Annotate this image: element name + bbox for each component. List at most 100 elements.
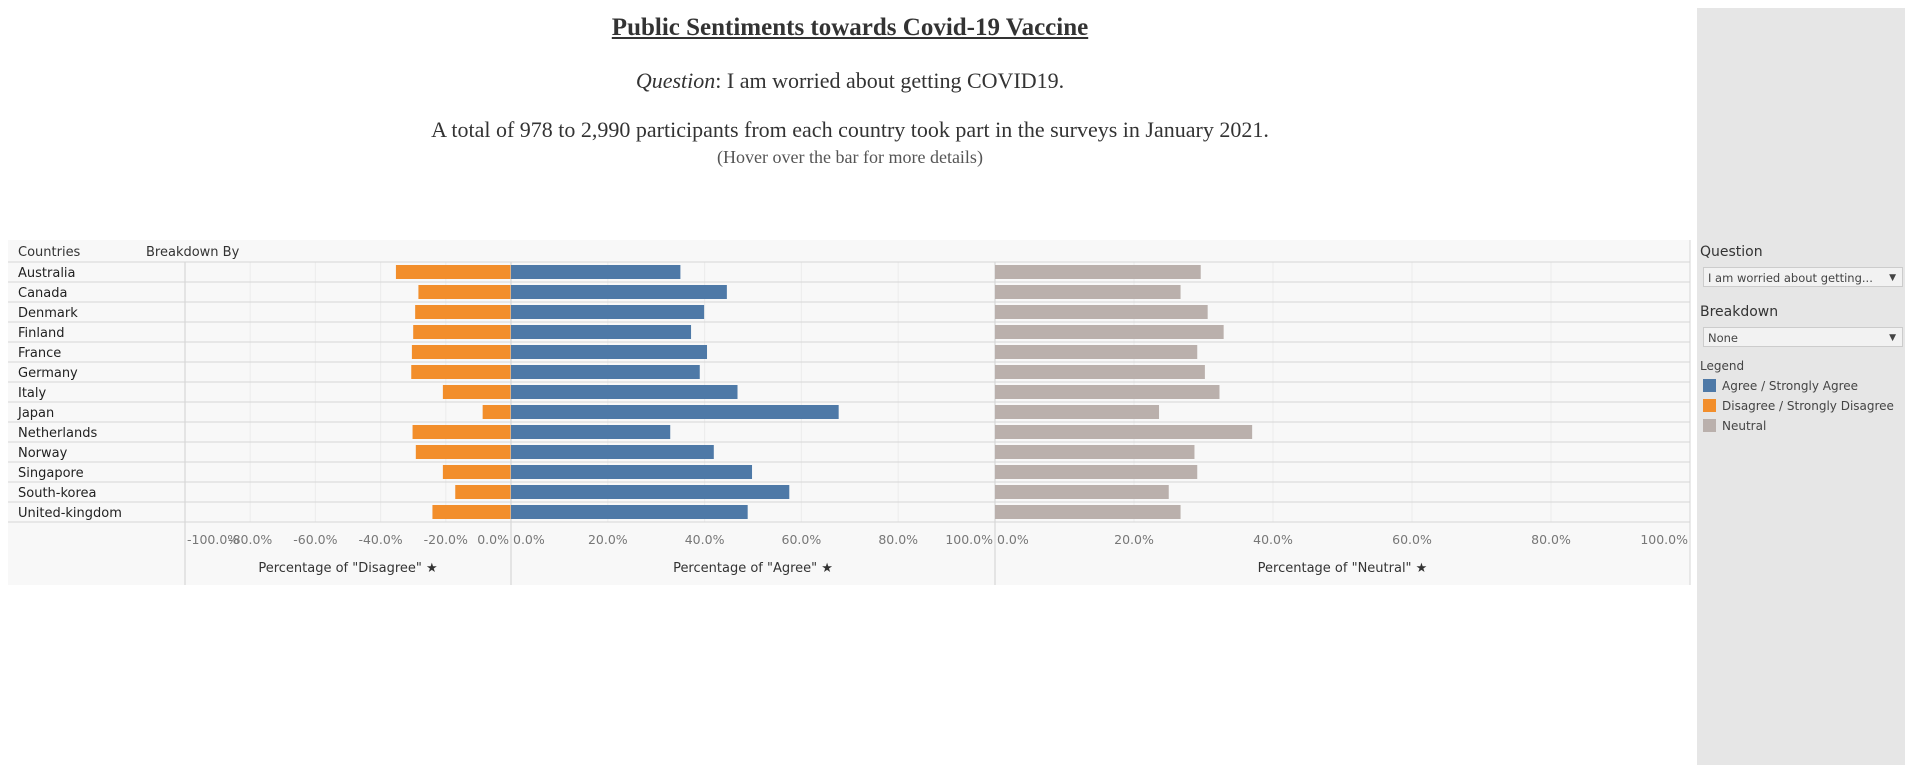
bar-disagree-germany (411, 365, 511, 379)
tick-label: 20.0% (1114, 532, 1154, 547)
country-label: South-korea (18, 486, 97, 501)
bar-neutral-denmark (995, 305, 1208, 319)
dropdown-arrow-icon: ▼ (1889, 273, 1896, 283)
tick-label: -60.0% (293, 532, 337, 547)
tick-label: 60.0% (1392, 532, 1432, 547)
bar-neutral-south-korea (995, 485, 1169, 499)
bar-agree-italy (511, 385, 738, 399)
bar-disagree-finland (413, 325, 511, 339)
bar-agree-south-korea (511, 485, 790, 499)
bar-agree-finland (511, 325, 692, 339)
question-label: Question (635, 68, 716, 93)
bar-agree-netherlands (511, 425, 671, 439)
bar-disagree-south-korea (455, 485, 511, 499)
bar-disagree-australia (395, 265, 511, 279)
country-label: Norway (18, 446, 68, 461)
bar-agree-norway (511, 445, 714, 459)
breakdown-dropdown-value: None (1708, 331, 1739, 345)
legend-item-disagree[interactable]: Disagree / Strongly Disagree (1703, 399, 1894, 413)
legend-label: Agree / Strongly Agree (1722, 379, 1859, 393)
bar-agree-singapore (511, 465, 753, 479)
tick-label: -40.0% (358, 532, 402, 547)
country-label: Germany (18, 366, 78, 381)
bar-disagree-canada (418, 285, 511, 299)
bar-neutral-netherlands (995, 425, 1253, 439)
participants-note: A total of 978 to 2,990 participants fro… (431, 117, 1269, 142)
country-label: Denmark (18, 306, 78, 321)
sidebar: Question I am worried about getting... ▼ … (1697, 8, 1905, 765)
bar-disagree-france (411, 345, 511, 359)
tick-label: -100.0% (187, 532, 239, 547)
bar-disagree-norway (415, 445, 511, 459)
axis-title: Percentage of "Agree" ★ (673, 561, 833, 576)
question-text: : I am worried about getting COVID19. (715, 68, 1065, 93)
tick-label: 40.0% (685, 532, 725, 547)
breakdown-dropdown[interactable]: None ▼ (1703, 327, 1903, 347)
country-label: Japan (17, 406, 54, 421)
country-label: Canada (18, 286, 67, 301)
question-dropdown[interactable]: I am worried about getting... ▼ (1703, 267, 1903, 287)
hover-hint: (Hover over the bar for more details) (717, 147, 983, 167)
bar-neutral-italy (995, 385, 1220, 399)
country-label: Italy (18, 386, 47, 401)
country-label: Netherlands (18, 426, 97, 441)
bar-agree-denmark (511, 305, 705, 319)
tick-label: 0.0% (477, 532, 509, 547)
dropdown-arrow-icon: ▼ (1889, 333, 1896, 343)
tick-label: -80.0% (228, 532, 272, 547)
bar-agree-australia (511, 265, 681, 279)
tick-label: 80.0% (1531, 532, 1571, 547)
question-line: Question: I am worried about getting COV… (0, 68, 1700, 94)
legend-label: Neutral (1722, 419, 1767, 433)
legend-item-neutral[interactable]: Neutral (1703, 419, 1766, 433)
tick-label: 0.0% (513, 532, 545, 547)
bar-neutral-france (995, 345, 1198, 359)
breakdown-header: Breakdown By (146, 245, 240, 260)
bar-agree-france (511, 345, 708, 359)
tick-label: -20.0% (424, 532, 468, 547)
bar-disagree-singapore (442, 465, 511, 479)
bar-disagree-japan (482, 405, 511, 419)
bar-neutral-canada (995, 285, 1181, 299)
tick-label: 60.0% (782, 532, 822, 547)
bar-neutral-norway (995, 445, 1195, 459)
country-label: Singapore (18, 466, 84, 481)
bar-disagree-netherlands (412, 425, 511, 439)
tick-label: 0.0% (997, 532, 1029, 547)
countries-header: Countries (18, 245, 81, 260)
bar-agree-japan (511, 405, 839, 419)
breakdown-filter-label: Breakdown (1700, 304, 1779, 320)
bar-neutral-australia (995, 265, 1201, 279)
bar-agree-united-kingdom (511, 505, 748, 519)
tick-label: 40.0% (1253, 532, 1293, 547)
bar-neutral-germany (995, 365, 1205, 379)
bar-neutral-united-kingdom (995, 505, 1181, 519)
bar-disagree-united-kingdom (432, 505, 511, 519)
question-dropdown-value: I am worried about getting... (1708, 271, 1873, 285)
tick-label: 80.0% (878, 532, 918, 547)
legend-item-agree[interactable]: Agree / Strongly Agree (1703, 379, 1858, 393)
axis-title: Percentage of "Disagree" ★ (258, 561, 437, 576)
bar-neutral-singapore (995, 465, 1198, 479)
legend-swatch (1703, 399, 1716, 412)
bar-agree-canada (511, 285, 727, 299)
legend-swatch (1703, 419, 1716, 432)
country-label: Finland (18, 326, 64, 341)
bar-neutral-finland (995, 325, 1224, 339)
country-label: Australia (18, 266, 76, 281)
bar-agree-germany (511, 365, 700, 379)
bar-neutral-japan (995, 405, 1160, 419)
legend-swatch (1703, 379, 1716, 392)
legend-title: Legend (1700, 359, 1745, 373)
sentiment-chart: Countries Breakdown By -100.0%-80.0% -60.0%… (8, 240, 1691, 585)
chart-background (8, 240, 1690, 585)
question-filter-label: Question (1700, 244, 1763, 260)
page-title: Public Sentiments towards Covid-19 Vacci… (611, 14, 1089, 41)
legend-label: Disagree / Strongly Disagree (1722, 399, 1894, 413)
bar-disagree-italy (442, 385, 511, 399)
country-label: United-kingdom (18, 506, 122, 521)
country-label: France (18, 346, 61, 361)
axis-title: Percentage of "Neutral" ★ (1258, 561, 1428, 576)
tick-label: 100.0% (945, 532, 993, 547)
tick-label: 20.0% (588, 532, 628, 547)
